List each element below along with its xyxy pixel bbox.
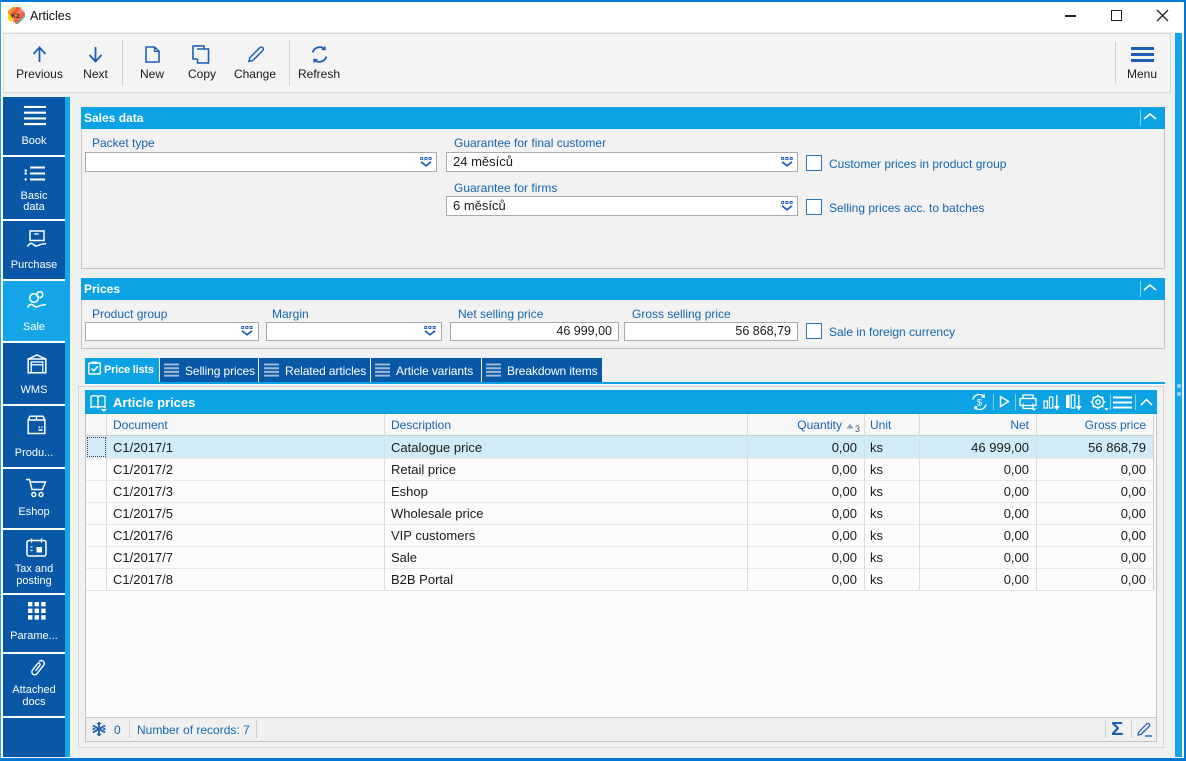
svg-text:K2: K2 (11, 13, 20, 20)
svg-text:$: $ (977, 398, 982, 408)
